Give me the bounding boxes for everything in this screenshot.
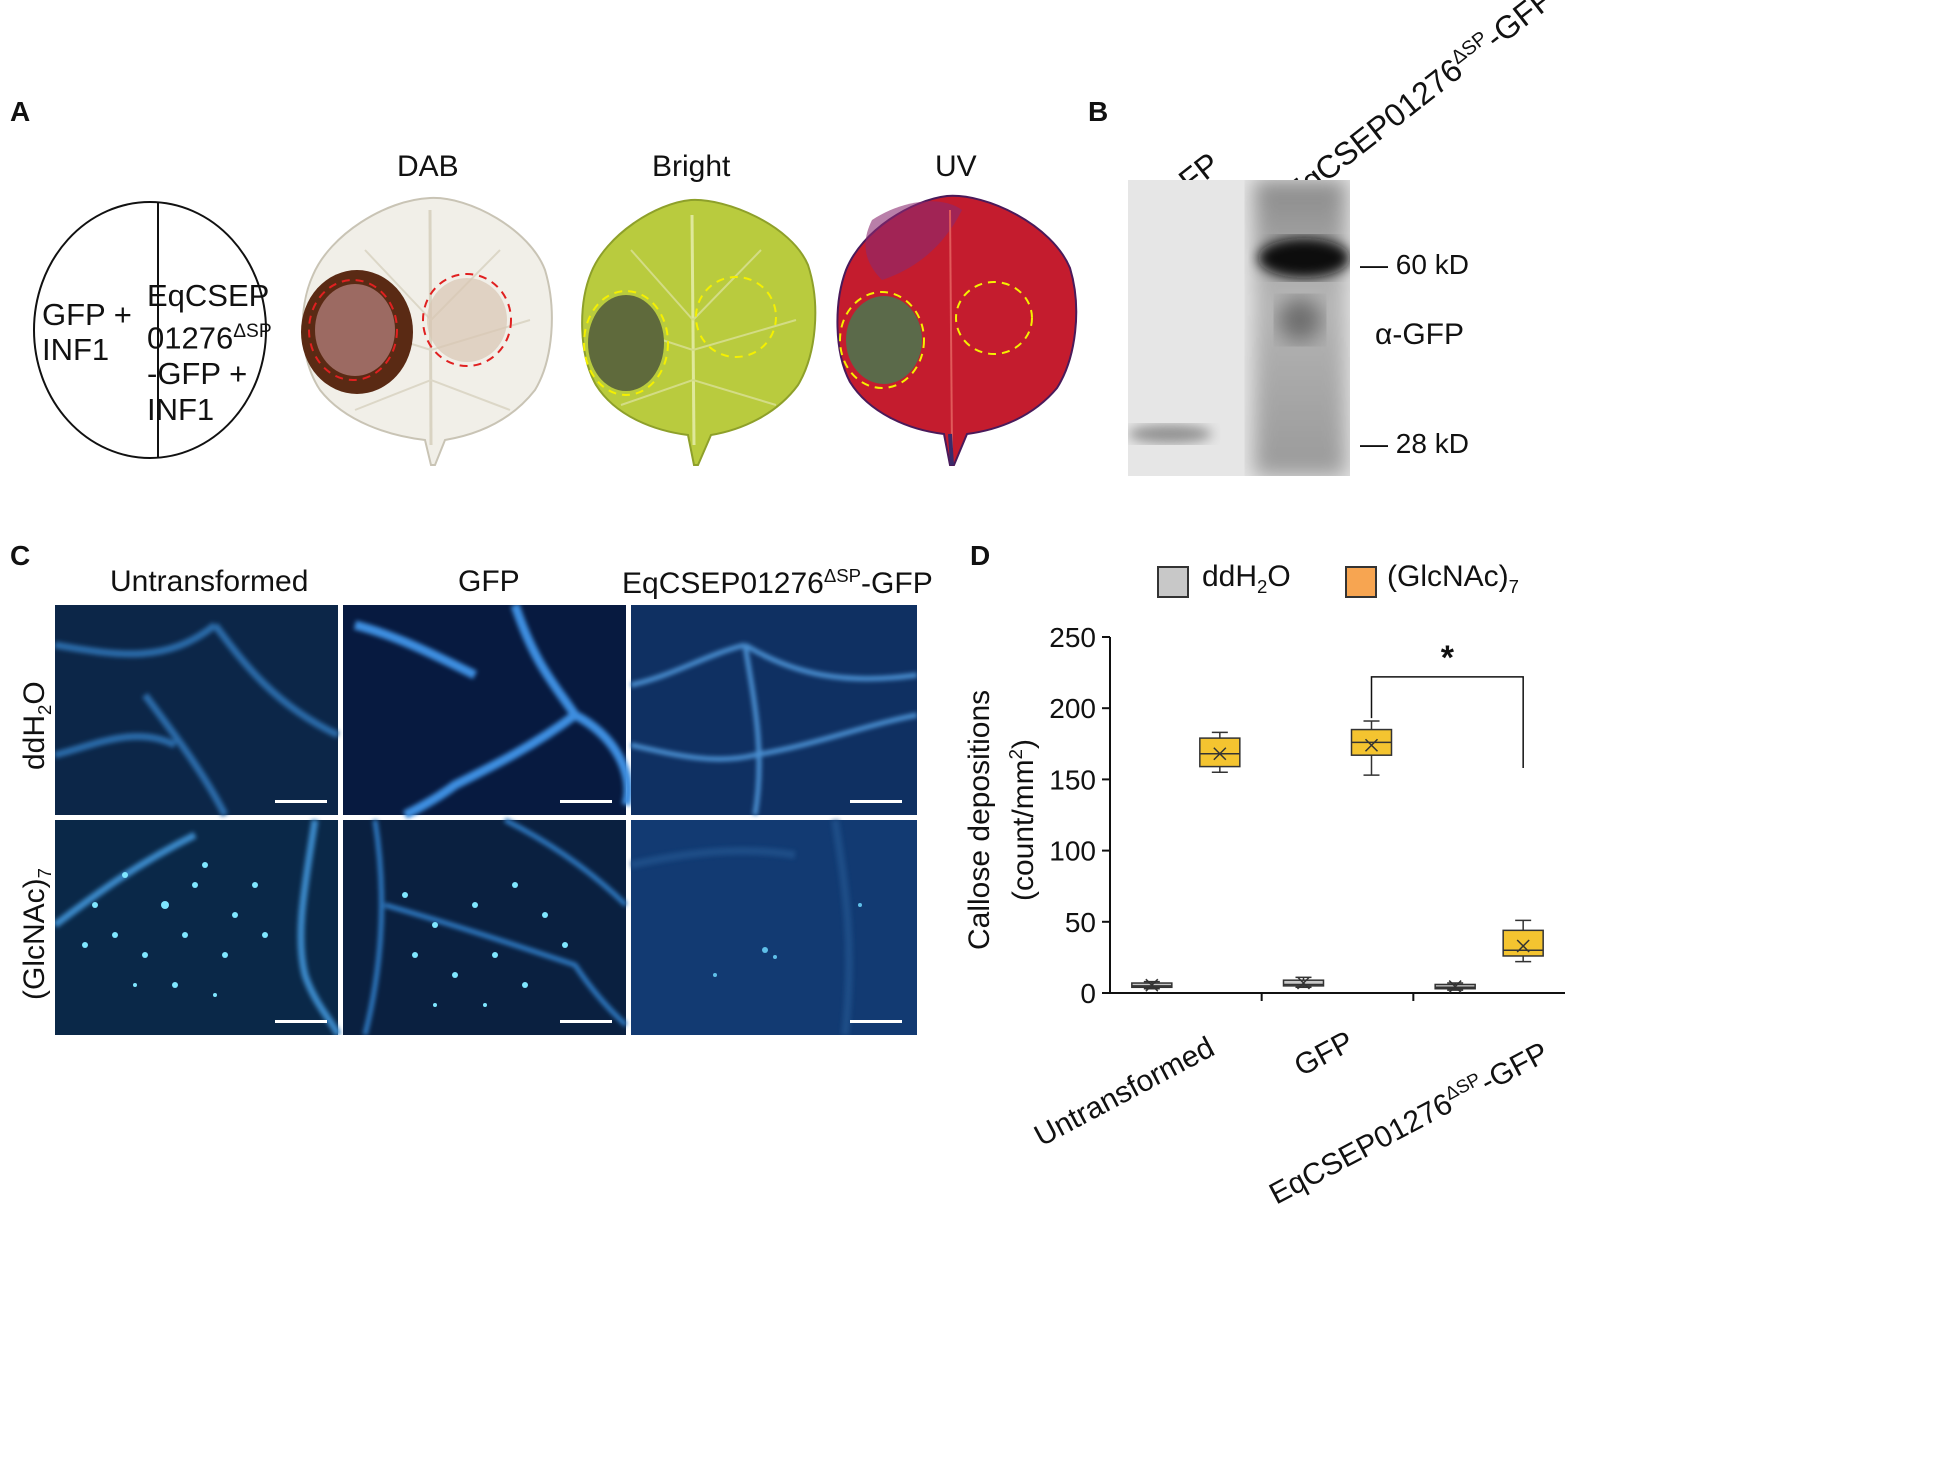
leaf-image-uv — [836, 194, 1078, 466]
col-title-effector: EqCSEP01276ΔSP-GFP — [622, 565, 933, 600]
micrograph-effector-ddh2o — [630, 605, 917, 816]
callose-boxplot: 0 50 100 150 200 250 * — [1049, 622, 1565, 1009]
mean-marker — [1516, 939, 1530, 953]
mean-marker — [1364, 738, 1379, 752]
legend-label-glcnac7: (GlcNAc)7 — [1387, 560, 1519, 597]
mean-marker — [1296, 976, 1311, 990]
micrograph-gfp-glcnac7 — [343, 817, 628, 1035]
y-tick-label: 0 — [1080, 978, 1096, 1009]
panel-b-letter: B — [1088, 96, 1109, 127]
infiltration-diagram — [33, 201, 267, 459]
band-60kd — [1258, 238, 1350, 278]
y-tick-label: 150 — [1049, 764, 1096, 795]
micrograph-untransformed-glcnac7 — [55, 819, 342, 1035]
marker-60kd: — 60 kD — [1360, 249, 1469, 280]
row-label-ddh2o: ddH2O — [18, 681, 55, 770]
panel-c-letter: C — [10, 540, 31, 571]
panel-a-letter: A — [10, 96, 31, 127]
leaf-title-uv: UV — [935, 150, 977, 183]
mean-marker — [1448, 980, 1462, 994]
box-glcnac7-2 — [1502, 929, 1544, 957]
micrograph-untransformed-ddh2o — [55, 605, 340, 817]
col-title-gfp: GFP — [458, 565, 520, 598]
y-tick-label: 50 — [1065, 907, 1096, 938]
significance-star: * — [1441, 639, 1455, 677]
legend-label-ddh2o: ddH2O — [1202, 560, 1291, 597]
box-glcnac7-0 — [1199, 737, 1241, 768]
micrograph-effector-glcnac7 — [630, 819, 917, 1035]
mean-marker — [1213, 747, 1227, 761]
y-tick-label: 100 — [1049, 836, 1096, 867]
leaf-image-dab — [301, 196, 553, 466]
legend-swatch-ddh2o — [1157, 566, 1189, 598]
significance-bracket — [1370, 676, 1524, 769]
leaf-title-bright: Bright — [652, 150, 731, 183]
diagram-circle — [33, 201, 267, 459]
marker-28kd: — 28 kD — [1360, 428, 1469, 459]
col-title-untransformed: Untransformed — [110, 565, 309, 598]
x-tick-gfp: GFP — [1289, 1025, 1359, 1084]
leaf-title-dab: DAB — [397, 150, 459, 183]
mean-marker — [1145, 978, 1159, 992]
micrograph-grid — [55, 605, 917, 1035]
leaf-image-bright — [581, 198, 817, 466]
antibody-label: α-GFP — [1375, 318, 1465, 351]
band-28kd — [1128, 425, 1212, 443]
diagram-right-label: EqCSEP 01276ΔSP -GFP + INF1 — [147, 278, 272, 428]
panel-d-letter: D — [970, 540, 991, 571]
legend-swatch-glcnac7 — [1345, 566, 1377, 598]
x-tick-untransformed: Untransformed — [1029, 1030, 1220, 1154]
micrograph-gfp-ddh2o — [343, 605, 633, 820]
row-label-glcnac7: (GlcNAc)7 — [18, 868, 55, 1000]
y-tick-label: 200 — [1049, 693, 1096, 724]
diagram-left-label: GFP + INF1 — [42, 297, 132, 367]
western-blot — [1128, 180, 1350, 476]
y-tick-label: 250 — [1049, 622, 1096, 653]
